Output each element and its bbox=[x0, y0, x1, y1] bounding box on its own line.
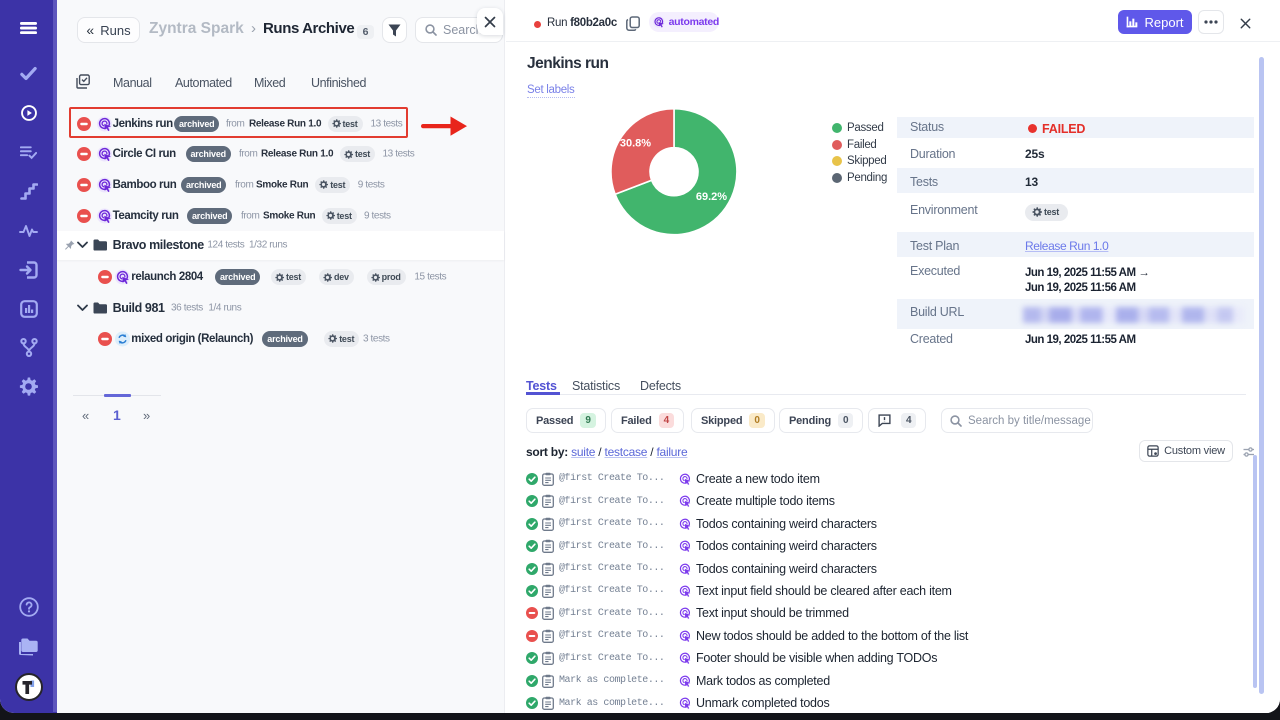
svg-text:30.8%: 30.8% bbox=[620, 138, 651, 150]
svg-text:69.2%: 69.2% bbox=[696, 191, 727, 203]
